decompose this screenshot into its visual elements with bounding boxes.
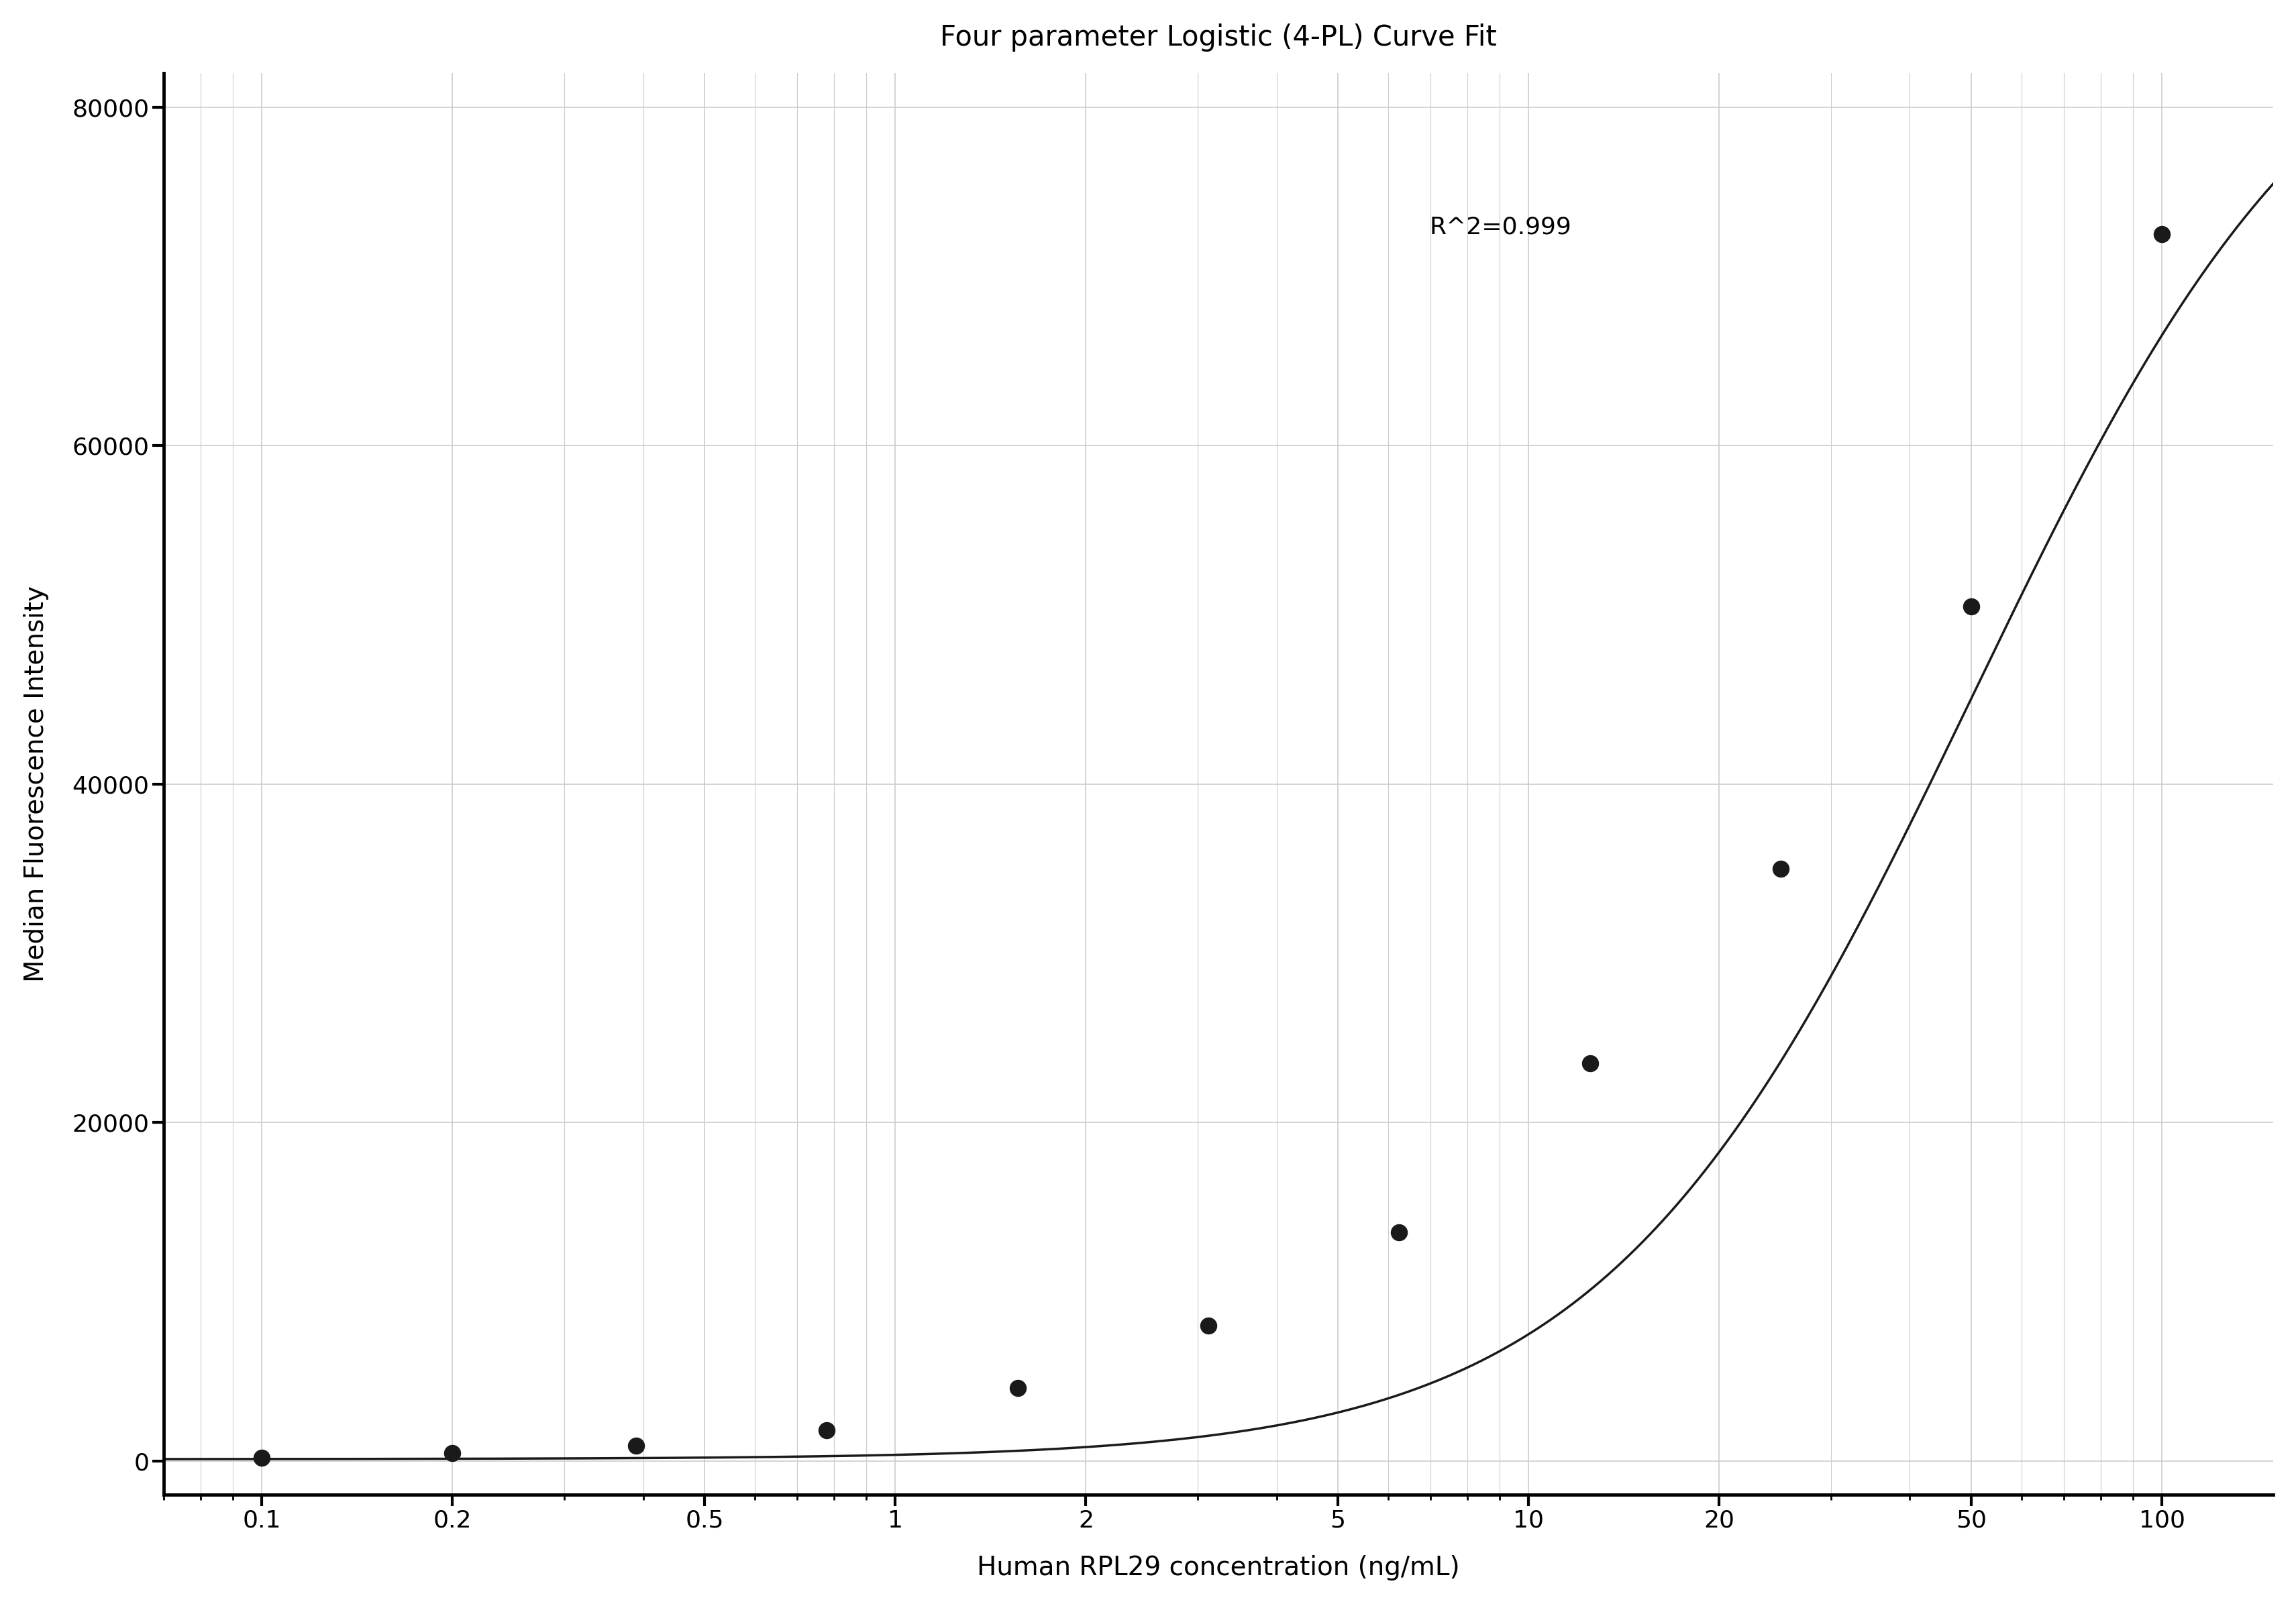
Point <box>243 1445 280 1471</box>
Point <box>618 1432 654 1458</box>
Point <box>1761 857 1798 882</box>
Text: R^2=0.999: R^2=0.999 <box>1428 215 1570 239</box>
Title: Four parameter Logistic (4-PL) Curve Fit: Four parameter Logistic (4-PL) Curve Fit <box>939 24 1497 51</box>
Point <box>808 1418 845 1444</box>
Point <box>999 1375 1035 1400</box>
Point <box>434 1440 471 1466</box>
Point <box>1380 1219 1417 1245</box>
Point <box>1952 593 1988 619</box>
Point <box>1189 1312 1226 1338</box>
Y-axis label: Median Fluorescence Intensity: Median Fluorescence Intensity <box>23 585 48 982</box>
Point <box>2142 221 2179 247</box>
Point <box>1570 1051 1607 1076</box>
X-axis label: Human RPL29 concentration (ng/mL): Human RPL29 concentration (ng/mL) <box>976 1556 1460 1580</box>
